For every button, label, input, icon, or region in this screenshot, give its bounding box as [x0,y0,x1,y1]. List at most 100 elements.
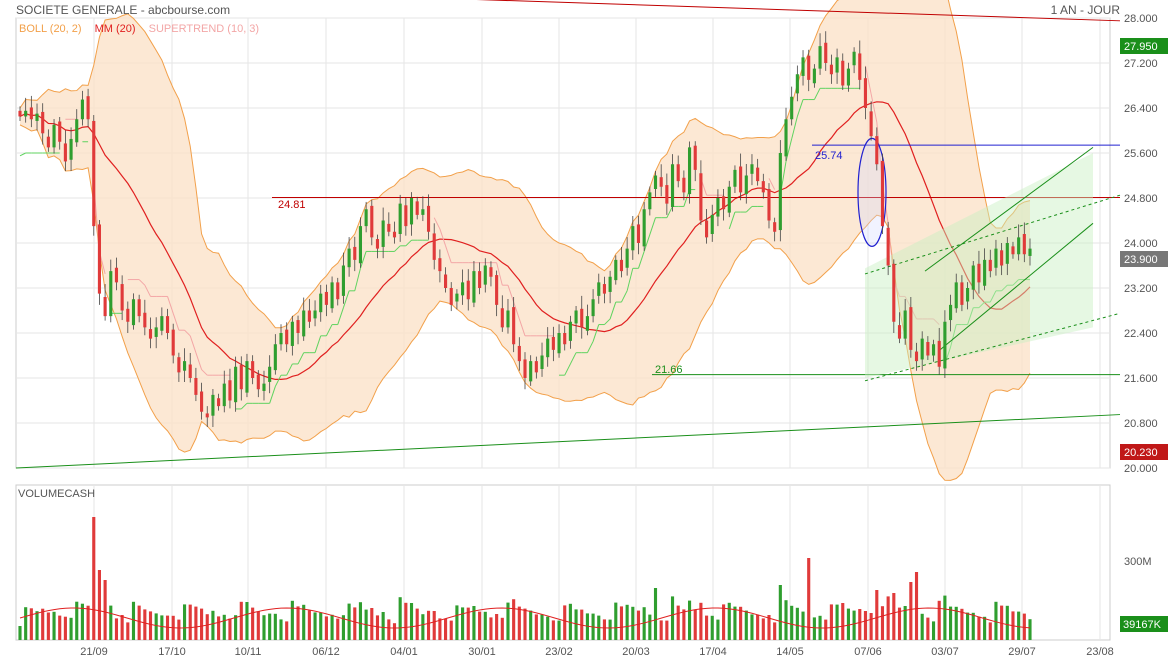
volume-bar [773,622,777,640]
candle-body [273,344,277,371]
candle-body [812,68,816,84]
volume-bar [512,599,516,640]
supertrend-segment [297,352,305,365]
volume-bar [693,609,697,640]
top-line-badge-bg [1120,38,1168,54]
date-tick-label: 30/01 [468,646,496,658]
volume-bar [699,602,703,640]
volume-bar [489,617,493,640]
supertrend-segment [1001,284,1008,292]
volume-bar [251,607,255,640]
bollinger-fill [20,0,1030,481]
period-selector[interactable]: 1 AN - JOUR [1050,3,1120,17]
volume-bar [353,607,357,640]
candle-body [597,282,601,296]
volume-bar [994,601,998,640]
volume-bar [80,603,84,640]
candle-body [869,111,873,137]
candle-body [131,299,136,326]
volume-bar [807,558,811,640]
volume-bar [790,605,794,640]
candle-body [983,259,987,286]
volume-bar [949,606,953,640]
supertrend-segment [638,251,645,269]
candle-body [336,282,340,300]
price-badges: 27.950 23.900 20.230 39167K [1120,38,1168,632]
candle-body [546,338,550,358]
volume-bar [478,611,482,640]
volume-bar [103,580,107,640]
candle-body [517,345,521,362]
candle-body [648,192,652,210]
volume-bar [920,613,924,640]
legend-boll[interactable]: BOLL (20, 2) [19,23,82,35]
volume-bar [846,608,850,640]
volume-bar [869,613,873,640]
candle-body [733,169,737,187]
legend-supertrend[interactable]: SUPERTREND (10, 3) [148,23,260,35]
candle-body [109,271,113,317]
supertrend [19,65,1030,410]
volume-bar [954,606,958,640]
volume-bar [557,620,561,640]
candle-body [824,42,828,63]
volume-bar [568,603,572,640]
volume-bar [307,610,311,640]
volume-bar [682,609,686,640]
channel-lower [939,222,1094,351]
volume-bar [841,603,845,640]
volume-bar [313,612,317,640]
channel-dotted-upper [864,194,1121,275]
supertrend-segment [728,211,736,230]
candle-body [245,361,249,393]
volume-bar [829,604,833,640]
supertrend-segment [604,318,611,325]
candle-body [909,307,913,350]
candle-body [846,68,850,86]
supertrend-segment [768,178,776,190]
supertrend-segment [394,245,401,252]
volume-bar [444,618,448,640]
candle-body [807,55,811,80]
candle-body [858,53,862,80]
supertrend-segment [933,318,940,325]
volume-bar [875,590,879,640]
supertrend-segment [172,313,180,331]
candle-body [614,259,618,281]
volume-bar [614,602,618,640]
candle-body [171,329,175,356]
candle-body [160,316,164,331]
supertrend-segment [269,386,276,404]
volume-bar [341,615,345,640]
candle-body [392,231,397,238]
candlesticks [18,31,1032,427]
volume-bar [903,606,907,640]
candle-body [926,342,930,356]
volume-panel-title: VOLUMECASH [18,488,96,500]
volume-bar [585,613,589,640]
candle-body [103,297,107,317]
volume-bar [676,605,680,640]
supertrend-segment [496,262,503,286]
volume-bar [602,619,606,640]
volume-bar [285,621,289,640]
price-tick-label: 20.000 [1124,463,1158,475]
candle-body [931,344,936,356]
candle-body [682,177,686,193]
channel-dotted-lower [864,312,1121,382]
volume-bar [256,611,260,640]
mm20-line [19,101,1031,381]
candle-body [835,57,839,73]
volume-bar [540,614,544,640]
candle-body [1022,234,1026,255]
candle-body [574,310,578,324]
candle-body [665,185,669,204]
volume-bar [710,615,714,640]
volume-bar [1028,619,1032,640]
volume-bar [234,615,238,640]
candle-body [744,175,748,195]
volume-bar [988,622,992,640]
volume-bar [625,604,629,640]
candle-body [313,310,317,319]
legend-mm[interactable]: MM (20) [94,23,136,35]
